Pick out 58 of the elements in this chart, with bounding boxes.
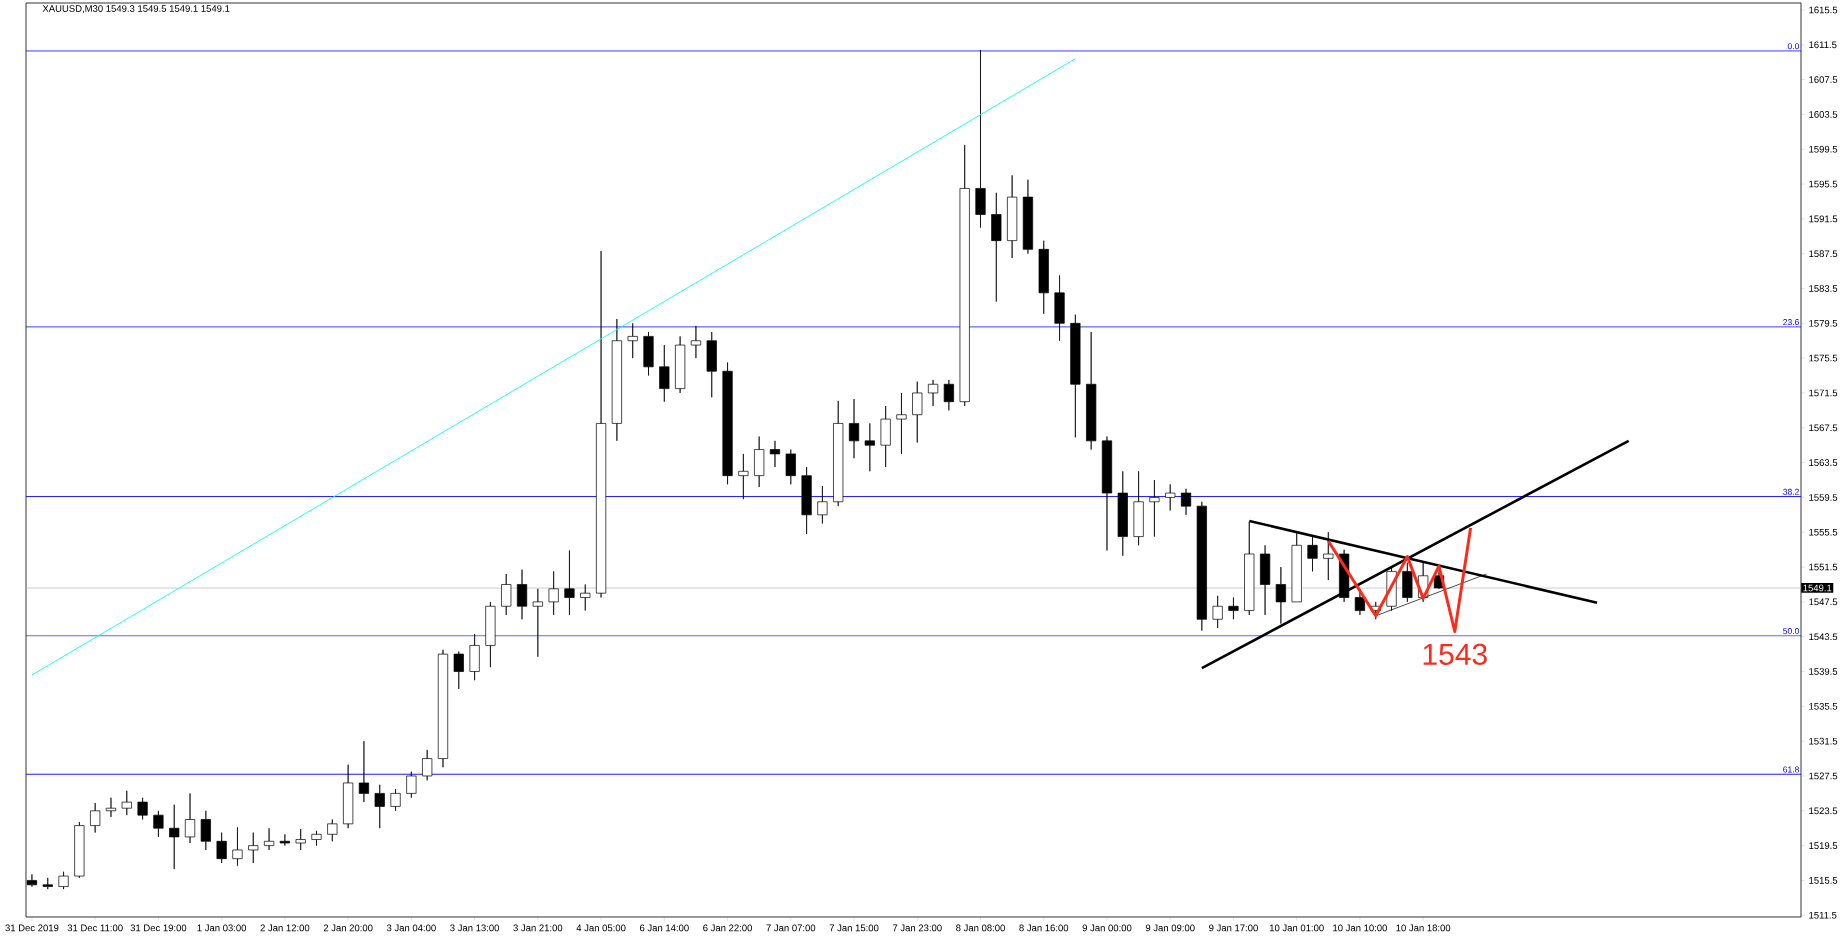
y-tick-label: 1515.5: [1809, 877, 1838, 884]
x-tick-label: 6 Jan 22:00: [703, 924, 752, 932]
ref-line-label: 1549.1: [1803, 584, 1832, 592]
x-tick-label: 10 Jan 10:00: [1333, 924, 1388, 932]
y-tick-label: 1571.5: [1809, 389, 1838, 397]
y-tick-label: 1563.5: [1809, 459, 1838, 466]
y-tick-label: 1575.5: [1809, 354, 1838, 362]
x-tick-label: 3 Jan 04:00: [386, 924, 436, 932]
y-tick-label: 1599.5: [1809, 145, 1838, 153]
x-tick-label: 4 Jan 05:00: [576, 924, 626, 932]
y-tick-label: 1559.5: [1809, 494, 1838, 501]
x-tick-label: 7 Jan 15:00: [829, 924, 879, 932]
x-tick-label: 9 Jan 09:00: [1145, 924, 1195, 932]
x-tick-label: 2 Jan 20:00: [323, 924, 373, 932]
y-tick-label: 1583.5: [1809, 285, 1838, 292]
y-tick-label: 1555.5: [1809, 528, 1838, 536]
x-tick-label: 31 Dec 11:00: [67, 924, 123, 932]
y-tick-label: 1535.5: [1809, 702, 1838, 710]
y-tick-label: 1579.5: [1809, 319, 1838, 327]
annotation: 38.2: [1783, 488, 1799, 495]
y-tick-label: 1603.5: [1809, 111, 1838, 118]
x-tick-label: 6 Jan 14:00: [639, 924, 689, 932]
y-tick-label: 1527.5: [1809, 772, 1838, 780]
y-tick-label: 1547.5: [1809, 598, 1838, 606]
y-tick-label: 1607.5: [1809, 76, 1838, 83]
y-tick-label: 1591.5: [1809, 215, 1838, 223]
y-tick-label: 1523.5: [1809, 807, 1838, 815]
y-tick-label: 1511.5: [1809, 911, 1837, 919]
y-tick-label: 1567.5: [1809, 424, 1838, 432]
y-tick-label: 1539.5: [1809, 668, 1838, 675]
x-tick-label: 31 Dec 2019: [5, 924, 59, 932]
x-tick-label: 10 Jan 01:00: [1269, 924, 1324, 932]
y-tick-label: 1587.5: [1809, 250, 1838, 258]
annotation: 0.0: [1787, 43, 1799, 50]
y-tick-label: 1531.5: [1809, 737, 1838, 745]
annotation: 61.8: [1783, 766, 1799, 773]
y-tick-label: 1551.5: [1809, 563, 1838, 571]
chart-title: XAUUSD,M30 1549.3 1549.5 1549.1 1549.1: [42, 5, 230, 14]
x-tick-label: 8 Jan 08:00: [956, 924, 1005, 932]
y-tick-label: 1595.5: [1809, 180, 1838, 188]
x-tick-label: 1 Jan 03:00: [197, 924, 247, 932]
x-tick-label: 2 Jan 12:00: [260, 924, 310, 932]
y-tick-label: 1519.5: [1809, 842, 1838, 849]
x-tick-label: 9 Jan 17:00: [1209, 924, 1258, 932]
annotation: 50.0: [1783, 628, 1799, 635]
annotation: 1543: [1423, 643, 1487, 665]
x-tick-label: 7 Jan 23:00: [892, 924, 942, 932]
annotation: 23.6: [1783, 319, 1799, 326]
y-tick-label: 1611.5: [1809, 41, 1837, 49]
x-tick-label: 3 Jan 13:00: [450, 924, 500, 932]
x-tick-label: 7 Jan 07:00: [766, 924, 816, 932]
x-tick-label: 31 Dec 19:00: [130, 924, 187, 932]
y-tick-label: 1615.5: [1809, 6, 1838, 14]
x-tick-label: 8 Jan 16:00: [1019, 924, 1069, 932]
x-tick-label: 3 Jan 21:00: [513, 924, 563, 932]
y-tick-label: 1543.5: [1809, 633, 1838, 641]
x-tick-label: 9 Jan 00:00: [1082, 924, 1132, 932]
x-tick-label: 10 Jan 18:00: [1396, 924, 1451, 932]
